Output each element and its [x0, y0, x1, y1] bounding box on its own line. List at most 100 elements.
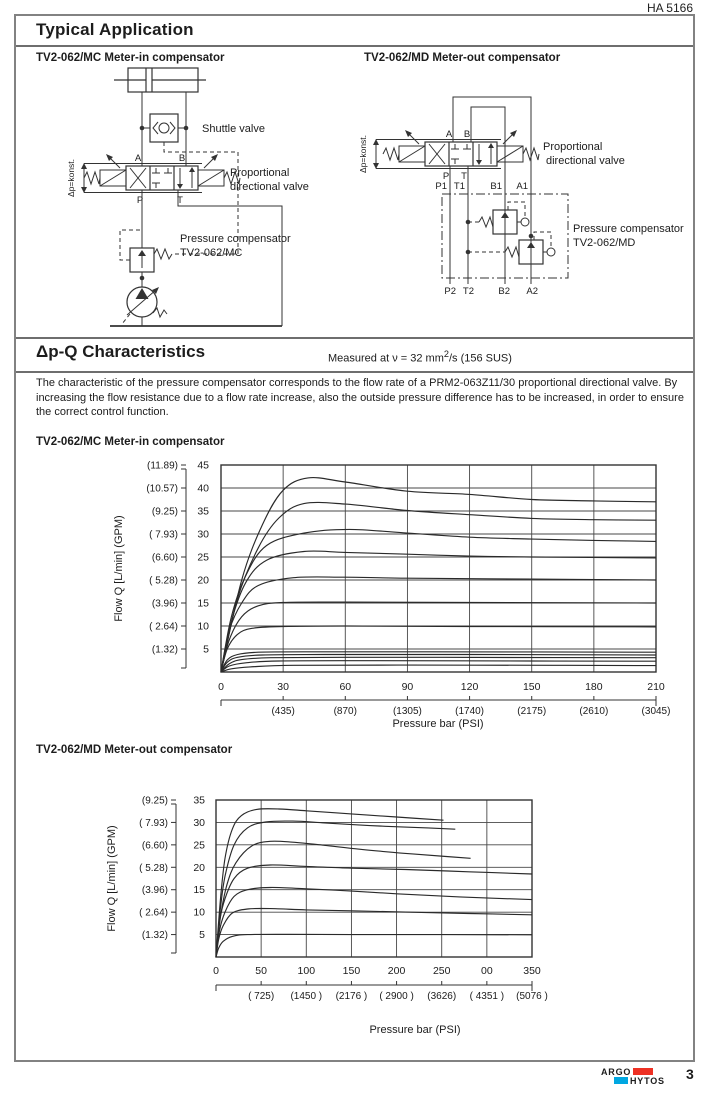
plot-border — [220, 464, 657, 673]
label-dp-konst: Δp=konst. — [358, 135, 368, 173]
section-title-typical-application: Typical Application — [36, 20, 194, 39]
port-a1: A1 — [516, 181, 528, 192]
section-typical-application-header: Typical Application — [16, 16, 693, 47]
x-tick-label: 60 — [339, 681, 351, 693]
description-paragraph: The characteristic of the pressure compe… — [36, 377, 684, 419]
y-gpm-label: (6.60) — [142, 840, 168, 851]
y-tick-label: 35 — [197, 506, 209, 518]
proportional-valve-symbol — [382, 130, 540, 169]
psi-label: (1450 ) — [290, 991, 322, 1002]
y-tick-label: 45 — [197, 460, 209, 472]
y-gpm-label: (1.32) — [152, 645, 178, 656]
port-t: T — [177, 195, 183, 206]
schematic-md-meter-out: A B P T Proportional directional valve Δ… — [358, 96, 684, 297]
line-t — [177, 190, 283, 326]
measured-at-note: Measured at ν = 32 mm2/s (156 SUS) — [328, 349, 512, 365]
label-prop-valve-2: directional valve — [546, 155, 625, 167]
curve-4 — [215, 864, 533, 958]
port-b2: B2 — [498, 286, 510, 297]
curve-2 — [215, 820, 456, 958]
curve-3 — [220, 528, 657, 673]
curve-12 — [220, 664, 657, 673]
curve-5 — [220, 576, 657, 673]
x-tick-label: 200 — [388, 965, 406, 977]
line-a-routing — [452, 96, 532, 194]
port-b: B — [179, 153, 185, 164]
curve-10 — [220, 656, 657, 673]
port-a2: A2 — [526, 286, 538, 297]
y-tick-label: 35 — [193, 795, 205, 807]
y-gpm-label: ( 5.28) — [139, 863, 168, 874]
page-footer: ARGO HYTOS 3 — [0, 1064, 709, 1092]
curve-6 — [220, 601, 657, 673]
psi-label: (5076 ) — [516, 991, 548, 1002]
x-tick-label: 90 — [402, 681, 414, 693]
y-gpm-label: ( 7.93) — [149, 530, 178, 541]
label-compensator-2: TV2-062/MD — [573, 237, 635, 249]
plot-border — [215, 799, 533, 958]
section-title-characteristics: Δp-Q Characteristics — [36, 342, 206, 361]
label-compensator-2: TV2-062/MC — [180, 247, 242, 259]
y-gpm-label: (3.96) — [152, 599, 178, 610]
curve-1 — [215, 808, 444, 958]
y-gpm-label: (9.25) — [142, 796, 168, 807]
port-p: P — [137, 195, 143, 206]
y-tick-label: 30 — [193, 817, 205, 829]
x-tick-label: 180 — [585, 681, 603, 693]
y-tick-label: 20 — [193, 862, 205, 874]
port-p2: P2 — [444, 286, 456, 297]
y-tick-label: 20 — [197, 575, 209, 587]
logo-red-block — [633, 1068, 654, 1075]
y-gpm-label: (9.25) — [152, 507, 178, 518]
chart-mc-meter-in: 0 30 60 90 120 150 180 210 5 (1.32) 10 ( 2.64) 15 (3.… — [113, 460, 670, 731]
y-gpm-label: ( 2.64) — [149, 622, 178, 633]
x-tick-label: 250 — [433, 965, 451, 977]
proportional-valve-symbol — [83, 154, 241, 193]
psi-label: ( 725) — [248, 991, 274, 1002]
line-b-routing — [470, 106, 506, 194]
y-tick-label: 5 — [199, 929, 205, 941]
x-tick-label: 00 — [481, 965, 493, 977]
y-gpm-label: (6.60) — [152, 553, 178, 564]
port-b1: B1 — [490, 181, 502, 192]
chart-title-mc: TV2-062/MC Meter-in compensator — [36, 436, 225, 448]
curve-3 — [215, 840, 471, 958]
y-tick-label: 15 — [193, 884, 205, 896]
y-tick-label: 5 — [203, 644, 209, 656]
y-tick-label: 15 — [197, 598, 209, 610]
psi-label: ( 4351 ) — [470, 991, 504, 1002]
port-b: B — [464, 129, 470, 140]
dp-konst-bracket — [81, 163, 122, 193]
content-frame: Typical Application TV2-062/MC Meter-in … — [14, 14, 695, 1062]
port-t: T — [461, 171, 467, 182]
y-gpm-label: (1.32) — [142, 930, 168, 941]
chart-title-md: TV2-062/MD Meter-out compensator — [36, 744, 233, 756]
port-p1: P1 — [435, 181, 447, 192]
psi-label: (3626) — [427, 991, 456, 1002]
y-gpm-label: (11.89) — [147, 461, 178, 472]
x-tick-label: 0 — [218, 681, 224, 693]
compensator-a-symbol — [465, 231, 556, 265]
y-tick-label: 25 — [193, 839, 205, 851]
schematic-mc-meter-in: Shuttle valve — [66, 67, 309, 327]
label-prop-valve-1: Proportional — [543, 141, 602, 153]
x-axis-title: Pressure bar (PSI) — [369, 1024, 460, 1036]
logo-blue-block — [614, 1077, 628, 1084]
psi-label: (870) — [334, 706, 357, 717]
x-tick-label: 30 — [277, 681, 289, 693]
x-tick-label: 100 — [298, 965, 316, 977]
x-tick-label: 0 — [213, 965, 219, 977]
manifold-outline — [441, 193, 569, 279]
curve-5 — [215, 886, 533, 958]
logo-text-hytos: HYTOS — [630, 1076, 665, 1086]
label-prop-valve-1: Proportional — [230, 167, 289, 179]
psi-label: (435) — [271, 706, 294, 717]
load-sense-pilot-line — [163, 142, 239, 255]
chart-md-meter-out: 0 50 100 150 200 250 00 350 5 (1.32) 10 ( 2.64) 15 (3… — [106, 795, 548, 1037]
port-a: A — [446, 129, 453, 140]
y-tick-label: 25 — [197, 552, 209, 564]
diagram-title-md: TV2-062/MD Meter-out compensator — [364, 52, 561, 64]
diagram-title-mc: TV2-062/MC Meter-in compensator — [36, 52, 225, 64]
curve-7 — [220, 625, 657, 673]
spring-left — [382, 146, 400, 162]
